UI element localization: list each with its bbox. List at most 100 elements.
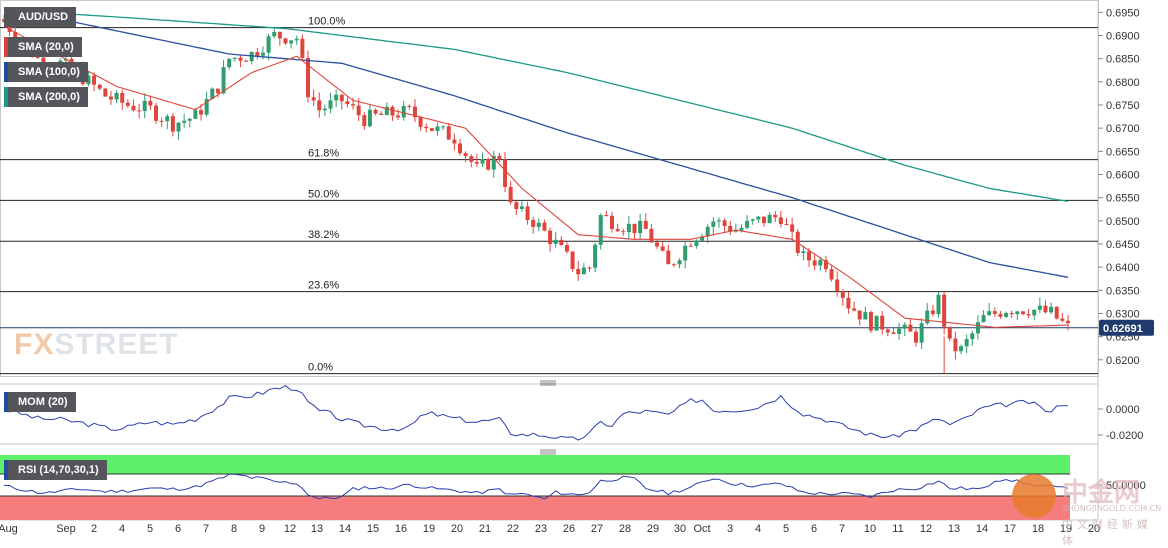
mom-line [3,384,1068,441]
candle-body [643,220,648,229]
candle-body [463,153,468,157]
x-axis-label: Sep [56,523,76,535]
x-axis-label: 13 [311,523,323,535]
candle-body [108,96,113,100]
candle-body [92,75,97,85]
candle-body [705,226,710,237]
price-tick-label: 0.6850 [1106,54,1140,66]
candle-body [863,312,868,320]
candle-body [711,221,716,227]
rsi-oversold-zone [0,496,1070,520]
x-axis-label: 12 [920,523,932,535]
candle-body [930,310,935,315]
candle-body [542,222,547,231]
candle-body [322,108,327,111]
candle-body [317,100,322,111]
x-axis-label: 22 [507,523,519,535]
x-axis-label: 4 [755,523,761,535]
candle-body [232,57,237,59]
rsi-label[interactable]: RSI (14,70,30,1) [4,460,107,480]
candle-body [778,217,783,225]
candle-body [610,215,614,229]
candle-body [503,159,508,187]
candle-body [125,102,130,106]
candle-body [660,246,665,251]
candle-body [435,126,440,131]
watermark-url: ZHONGJINGOLD.COM.CN [1062,504,1162,513]
candle-body [857,310,862,320]
candle-body [418,117,423,127]
fib-level-label: 0.0% [308,362,333,374]
candle-body [683,245,688,261]
pair-label: AUD/USD [4,7,77,27]
sma100-label[interactable]: SMA (100,0) [4,62,88,82]
x-axis-label: 30 [674,523,686,535]
mom-label[interactable]: MOM (20) [4,392,76,412]
candle-body [1054,306,1059,319]
rsi-line [3,473,1069,500]
candle-body [1043,305,1048,313]
candle-body [953,338,958,352]
candle-body [199,110,204,115]
candle-body [491,155,496,170]
x-axis-label: 13 [948,523,960,535]
candle-body [576,268,581,275]
candle-body [914,331,918,343]
candle-body [474,161,479,164]
candle-body [1004,313,1009,317]
candle-body [1060,318,1065,321]
candle-body [694,240,699,246]
candle-body [238,57,243,61]
price-tick-label: 0.6450 [1106,239,1140,251]
candle-body [289,40,294,44]
price-tick-label: 0.6550 [1106,193,1140,205]
price-tick-label: 0.6950 [1106,7,1140,19]
candle-body [215,88,220,94]
candle-body [367,109,372,127]
candle-body [441,126,446,128]
candle-body [272,31,277,37]
candle-body [260,52,265,56]
candle-body [356,105,361,116]
x-axis-label: 17 [1004,523,1016,535]
candle-body [277,31,282,39]
candle-body [750,219,755,221]
candle-body [840,291,845,298]
sma200-line [3,9,1069,202]
x-axis-label: 2 [91,523,97,535]
candle-body [959,346,964,352]
candle-body [807,251,812,261]
candle-body [148,100,153,106]
candle-body [401,105,406,118]
candle-body [801,251,806,253]
candle-body [1026,314,1031,316]
candle-body [649,228,654,243]
x-axis-label: 5 [783,523,789,535]
candle-body [103,88,108,97]
candle-body [722,220,727,227]
candle-body [412,106,417,118]
candle-body [998,313,1003,317]
price-tick-label: 0.6800 [1106,77,1140,89]
candle-body [531,219,536,227]
candle-body [120,92,125,103]
x-axis-label: 7 [839,523,845,535]
candle-body [975,322,980,334]
candle-body [812,260,817,266]
x-axis-label: 20 [1088,523,1100,535]
x-axis-label: 6 [175,523,181,535]
candle-body [925,310,930,324]
watermark-subtitle: 中文财经新媒体 [1062,518,1152,547]
candle-body [593,244,598,268]
x-axis-label: 29 [647,523,659,535]
candle-body [852,308,857,311]
candle-body [767,214,772,224]
sma200-label[interactable]: SMA (200,0) [4,87,88,107]
candle-body [553,239,558,244]
fib-level-label: 38.2% [308,229,339,241]
candle-body [334,94,339,101]
price-tick-label: 0.6350 [1106,285,1140,297]
price-tick-label: 0.6650 [1106,146,1140,158]
candle-body [379,113,384,115]
sma20-label[interactable]: SMA (20,0) [4,37,82,57]
